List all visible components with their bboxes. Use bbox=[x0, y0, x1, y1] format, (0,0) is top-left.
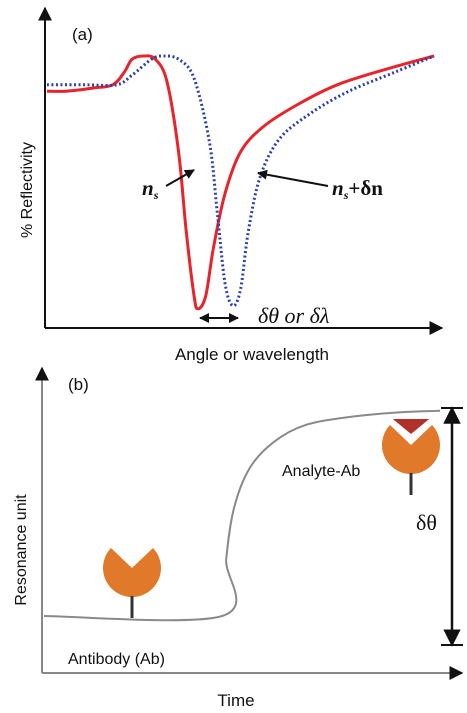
panel-b: (b) Resonance unit Time Antibody (Ab) An… bbox=[13, 366, 464, 710]
panel-b-label: (b) bbox=[68, 375, 89, 394]
annotation-ns-delta-arrow bbox=[257, 169, 329, 187]
panel-a-x-axis-label: Angle or wavelength bbox=[175, 345, 329, 364]
panel-a-label: (a) bbox=[72, 25, 93, 44]
panel-a-y-axis-label: % Reflectivity bbox=[19, 142, 36, 238]
antibody-label: Antibody (Ab) bbox=[68, 651, 165, 668]
series-line-sensorgram bbox=[43, 409, 441, 622]
panel-a: (a) % Reflectivity Angle or wavelength n… bbox=[19, 6, 444, 364]
antibody-icon bbox=[103, 548, 161, 618]
annotation-ns-delta: ns+δn bbox=[332, 176, 383, 202]
annotation-signal-change: δθ bbox=[416, 510, 437, 535]
analyte-antibody-label: Analyte-Ab bbox=[282, 463, 360, 480]
analyte-antibody-icon bbox=[382, 419, 440, 495]
annotation-ns: ns bbox=[142, 176, 159, 202]
annotation-ns-arrow bbox=[165, 169, 195, 187]
panel-b-y-axis-label: Resonance unit bbox=[13, 494, 30, 606]
series-line-ns bbox=[46, 54, 435, 311]
panel-b-x-axis-label: Time bbox=[217, 691, 254, 710]
series-line-ns-delta bbox=[46, 54, 435, 308]
annotation-shift: δθ or δλ bbox=[258, 303, 329, 328]
